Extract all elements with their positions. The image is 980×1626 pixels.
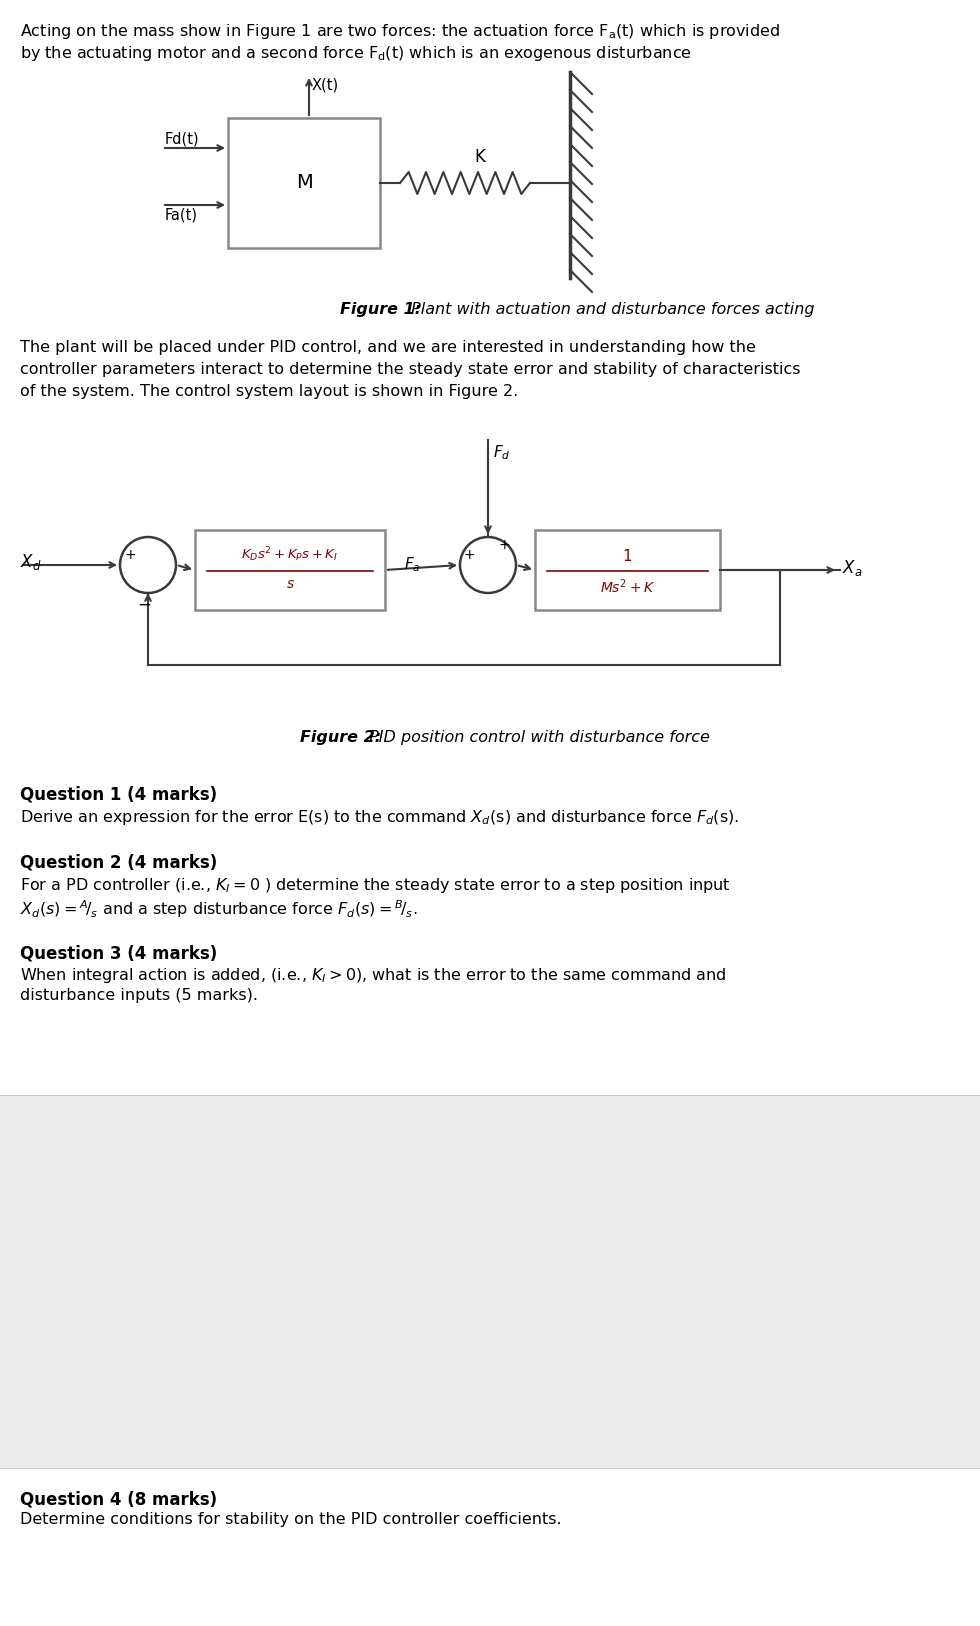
- Text: M: M: [296, 174, 313, 192]
- Text: Plant with actuation and disturbance forces acting: Plant with actuation and disturbance for…: [406, 302, 814, 317]
- Text: $X_d$: $X_d$: [20, 551, 41, 572]
- Text: $X_a$: $X_a$: [842, 558, 862, 577]
- Bar: [0, 1094, 980, 1468]
- Text: by the actuating motor and a second force $\mathregular{F_d}$(t) which is an exo: by the actuating motor and a second forc…: [20, 44, 692, 63]
- Text: of the system. The control system layout is shown in Figure 2.: of the system. The control system layout…: [20, 384, 518, 398]
- Text: Figure 1:: Figure 1:: [340, 302, 421, 317]
- Bar: [535, 530, 720, 610]
- Text: $X_d(s) = {}^A\!/_{s}$ and a step disturbance force $F_d(s) = {}^B\!/_{s}$.: $X_d(s) = {}^A\!/_{s}$ and a step distur…: [20, 898, 417, 920]
- Text: Fd(t): Fd(t): [165, 132, 200, 146]
- Text: Determine conditions for stability on the PID controller coefficients.: Determine conditions for stability on th…: [20, 1512, 562, 1527]
- Text: For a PD controller (i.e., $K_I = 0$ ) determine the steady state error to a ste: For a PD controller (i.e., $K_I = 0$ ) d…: [20, 876, 731, 894]
- Text: +: +: [463, 548, 474, 563]
- Text: $K_D s^2 + K_P s + K_I$: $K_D s^2 + K_P s + K_I$: [241, 545, 338, 564]
- Text: Fa(t): Fa(t): [165, 207, 198, 223]
- Text: K: K: [474, 148, 485, 166]
- Text: Question 4 (8 marks): Question 4 (8 marks): [20, 1489, 218, 1507]
- Text: $F_a$: $F_a$: [404, 554, 420, 574]
- Text: The plant will be placed under PID control, and we are interested in understandi: The plant will be placed under PID contr…: [20, 340, 756, 354]
- Text: Question 3 (4 marks): Question 3 (4 marks): [20, 945, 218, 963]
- Text: +: +: [498, 538, 510, 551]
- Text: $Ms^2 + K$: $Ms^2 + K$: [600, 577, 656, 595]
- Text: Derive an expression for the error E(s) to the command $X_d$(s) and disturbance : Derive an expression for the error E(s) …: [20, 808, 739, 828]
- Text: Figure 2:: Figure 2:: [300, 730, 381, 745]
- Text: Acting on the mass show in Figure 1 are two forces: the actuation force $\mathre: Acting on the mass show in Figure 1 are …: [20, 23, 780, 41]
- Text: disturbance inputs (5 marks).: disturbance inputs (5 marks).: [20, 989, 258, 1003]
- Text: Question 2 (4 marks): Question 2 (4 marks): [20, 854, 218, 872]
- Bar: [195, 530, 385, 610]
- Text: Question 1 (4 marks): Question 1 (4 marks): [20, 785, 218, 803]
- Text: $F_d$: $F_d$: [493, 442, 511, 462]
- Text: controller parameters interact to determine the steady state error and stability: controller parameters interact to determ…: [20, 363, 801, 377]
- Text: +: +: [124, 548, 135, 563]
- Text: $s$: $s$: [285, 577, 294, 590]
- Text: PID position control with disturbance force: PID position control with disturbance fo…: [364, 730, 710, 745]
- Bar: [228, 119, 380, 249]
- Text: X(t): X(t): [312, 78, 339, 93]
- Text: $1$: $1$: [622, 548, 633, 564]
- Text: When integral action is added, (i.e., $K_I > 0$), what is the error to the same : When integral action is added, (i.e., $K…: [20, 966, 726, 985]
- Text: −: −: [137, 597, 151, 615]
